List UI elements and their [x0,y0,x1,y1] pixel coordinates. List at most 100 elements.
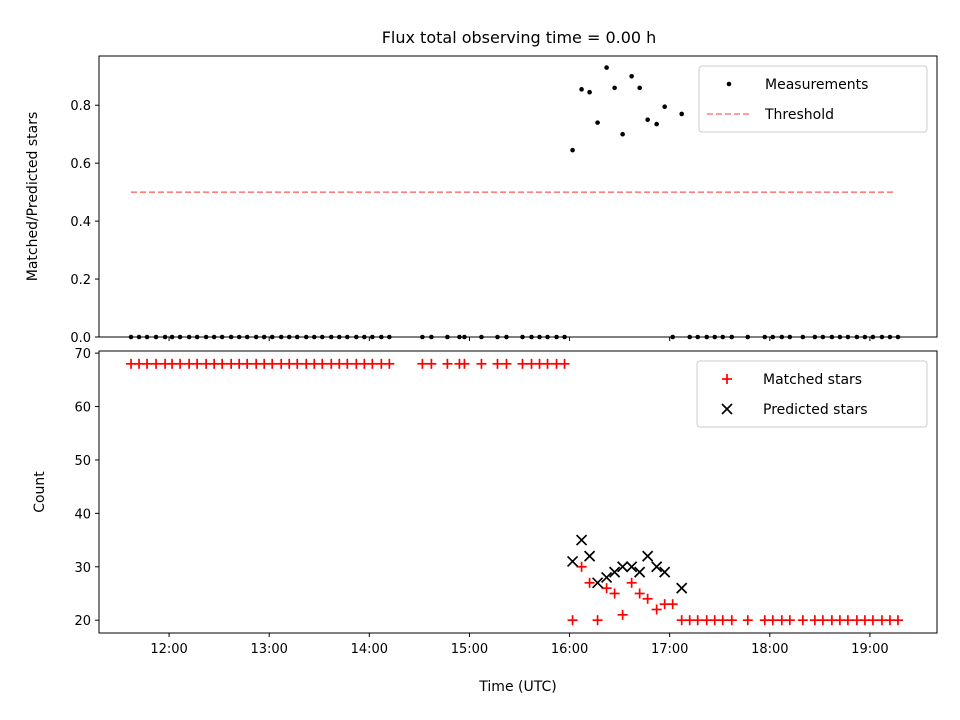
x-tick-label: 18:00 [751,642,788,657]
legend-label: Predicted stars [763,402,868,418]
matched-star-marker [192,358,203,369]
y-tick-label: 40 [74,507,91,522]
matched-star-marker [584,577,595,588]
y-tick-label: 30 [74,561,91,576]
predicted-star-marker [566,555,579,568]
y-tick-label: 60 [74,401,91,416]
y-tick-label: 70 [74,347,91,362]
matched-star-marker [601,583,612,594]
series-matched-stars [126,358,903,626]
matched-star-marker [717,615,728,626]
legend: Matched stars Predicted stars [696,360,928,428]
marker-stroke [583,550,596,562]
matched-star-marker [151,358,162,369]
predicted-star-marker [609,566,621,578]
legend-box [696,360,928,428]
matched-star-marker [517,358,528,369]
matched-star-marker [442,358,453,369]
legend-matched-swatch [722,374,732,384]
matched-star-marker [784,615,795,626]
matched-star-marker [797,615,808,626]
matched-star-marker [242,358,253,369]
measurement-point [645,117,650,123]
matched-star-marker [426,358,437,369]
marker-stroke [609,566,621,578]
y-tick-label: 20 [74,614,91,629]
measurement-point [679,111,684,117]
measurement-point [620,131,625,137]
matched-star-marker [576,561,587,572]
matched-star-marker [559,358,570,369]
matched-star-marker [742,615,753,626]
x-tick-label: 17:00 [651,642,688,657]
matched-star-marker [842,615,853,626]
measurement-point [654,121,659,127]
matched-star-marker [642,593,653,604]
matched-star-marker [217,358,228,369]
y-axis-label: Count [32,471,48,513]
matched-star-marker [617,609,628,620]
figure-title: Flux total observing time = 0.00 h [382,28,657,47]
legend-predicted-swatch [721,403,733,415]
y-tick-label: 50 [74,454,91,469]
predicted-star-marker [651,561,663,573]
matched-star-marker [634,588,645,599]
matched-star-marker [317,358,328,369]
matched-star-marker [292,358,303,369]
legend-box [698,65,928,133]
x-tick-label: 16:00 [551,642,588,657]
matched-star-marker [609,588,620,599]
predicted-star-marker [634,566,646,578]
matched-star-marker [492,358,503,369]
matched-star-marker [501,358,512,369]
matched-star-marker [692,615,703,626]
matched-star-marker [367,358,378,369]
predicted-star-marker [591,577,604,589]
measurement-point [587,89,592,95]
marker-stroke [617,561,629,573]
marker-stroke [601,571,613,584]
predicted-star-marker [676,582,688,594]
bottom-panel: 20 30 40 50 60 70 12:00 13:00 14:00 15:00 16:00 17:… [32,347,938,695]
matched-star-marker [892,615,903,626]
matched-star-marker [767,615,778,626]
matched-star-marker [267,358,278,369]
marker-stroke [651,561,663,573]
x-tick-label: 13:00 [250,642,287,657]
y-tick-label: 0.8 [70,99,91,114]
marker-stroke [659,566,671,578]
legend-label: Threshold [764,107,834,123]
measurement-point [579,87,584,92]
legend-label: Measurements [765,77,868,93]
marker-stroke [566,555,579,568]
predicted-star-marker [642,550,654,562]
y-tick-label: 0.4 [70,215,91,230]
measurement-point [662,104,667,109]
x-tick-label: 19:00 [851,642,888,657]
marker-stroke [575,534,588,546]
predicted-star-marker [626,561,638,573]
measurement-point [629,73,634,79]
marker-stroke [676,582,688,594]
legend: Measurements Threshold [698,65,928,133]
predicted-star-marker [659,566,671,578]
x-tick-label: 12:00 [150,642,187,657]
measurement-point [612,85,617,91]
x-tick-label: 15:00 [451,642,488,657]
axes-frame [98,55,938,338]
matched-star-marker [476,358,487,369]
matched-star-marker [542,358,553,369]
matched-star-marker [567,615,578,626]
series-predicted-stars [566,534,688,594]
matched-star-marker [817,615,828,626]
y-tick-label: 0.0 [70,331,91,346]
measurement-point [637,85,642,91]
matched-star-marker [142,358,153,369]
measurement-point [570,147,575,153]
matched-star-marker [459,358,470,369]
matched-star-marker [175,358,186,369]
predicted-star-marker [601,571,613,584]
matched-star-marker [384,358,395,369]
marker-stroke [626,561,638,573]
